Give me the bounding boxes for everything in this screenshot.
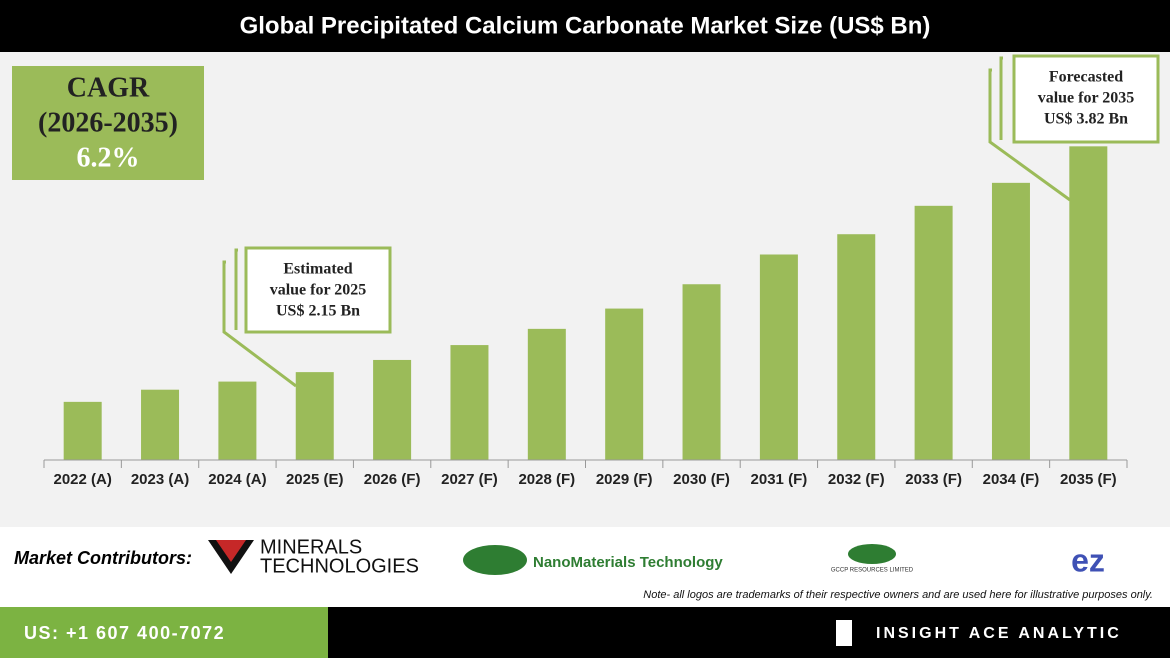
cagr-period: (2026-2035)	[38, 107, 178, 138]
x-tick-label: 2024 (A)	[208, 471, 266, 488]
brand-icon	[836, 620, 852, 646]
bar	[218, 381, 257, 460]
annotation-text: value for 2025	[270, 282, 367, 299]
annotation-text: Forecasted	[1049, 69, 1123, 86]
title-bar	[0, 0, 1170, 52]
logo-icon	[216, 540, 246, 562]
logo-icon	[848, 544, 896, 564]
bar	[295, 372, 334, 460]
annotation-text: US$ 3.82 Bn	[1044, 111, 1128, 128]
cagr-box	[12, 66, 204, 180]
bar	[991, 182, 1030, 460]
logo-text: NanoMaterials Technology	[533, 554, 723, 571]
annotation-text: value for 2035	[1038, 90, 1135, 107]
phone-bar	[0, 607, 328, 658]
logo-text: GCCP RESOURCES LIMITED	[831, 568, 914, 574]
bar	[682, 284, 721, 460]
logo-text: ez	[1071, 542, 1105, 578]
x-tick-label: 2023 (A)	[131, 471, 189, 488]
x-tick-label: 2031 (F)	[751, 471, 808, 488]
brand-bar	[328, 607, 1170, 658]
logo-icon	[463, 545, 527, 575]
logo-text: MINERALS	[260, 536, 362, 558]
note: Note- all logos are trademarks of their …	[643, 589, 1153, 601]
x-tick-label: 2032 (F)	[828, 471, 885, 488]
x-tick-label: 2022 (A)	[53, 471, 111, 488]
x-tick-label: 2028 (F)	[518, 471, 575, 488]
brand: INSIGHT ACE ANALYTIC	[876, 625, 1122, 642]
contributors-label: Market Contributors:	[14, 548, 192, 568]
x-tick-label: 2029 (F)	[596, 471, 653, 488]
annotation-box	[244, 246, 392, 334]
x-tick-label: 2026 (F)	[364, 471, 421, 488]
annotation-text: US$ 2.15 Bn	[276, 303, 360, 320]
logo-text: TECHNOLOGIES	[260, 555, 419, 577]
cagr-label: CAGR	[67, 72, 150, 103]
phone: US: +1 607 400-7072	[24, 623, 225, 643]
x-tick-label: 2034 (F)	[983, 471, 1040, 488]
bar	[527, 328, 566, 460]
x-tick-label: 2025 (E)	[286, 471, 344, 488]
annotation-connector	[222, 56, 1071, 388]
x-tick-label: 2033 (F)	[905, 471, 962, 488]
bar	[141, 389, 180, 460]
chart-title: Global Precipitated Calcium Carbonate Ma…	[240, 12, 931, 39]
x-tick-label: 2027 (F)	[441, 471, 498, 488]
bar	[837, 234, 876, 460]
bar	[450, 345, 489, 460]
x-tick-label: 2035 (F)	[1060, 471, 1117, 488]
footer-background	[0, 527, 1170, 607]
bar	[373, 359, 412, 460]
annotation-text: Estimated	[283, 261, 352, 278]
bar	[914, 205, 953, 460]
cagr-value: 6.2%	[77, 142, 140, 173]
bar	[63, 401, 102, 460]
bar	[605, 308, 644, 460]
bar	[1069, 146, 1108, 460]
bar	[759, 254, 798, 460]
x-tick-label: 2030 (F)	[673, 471, 730, 488]
annotation-box	[1012, 54, 1160, 144]
